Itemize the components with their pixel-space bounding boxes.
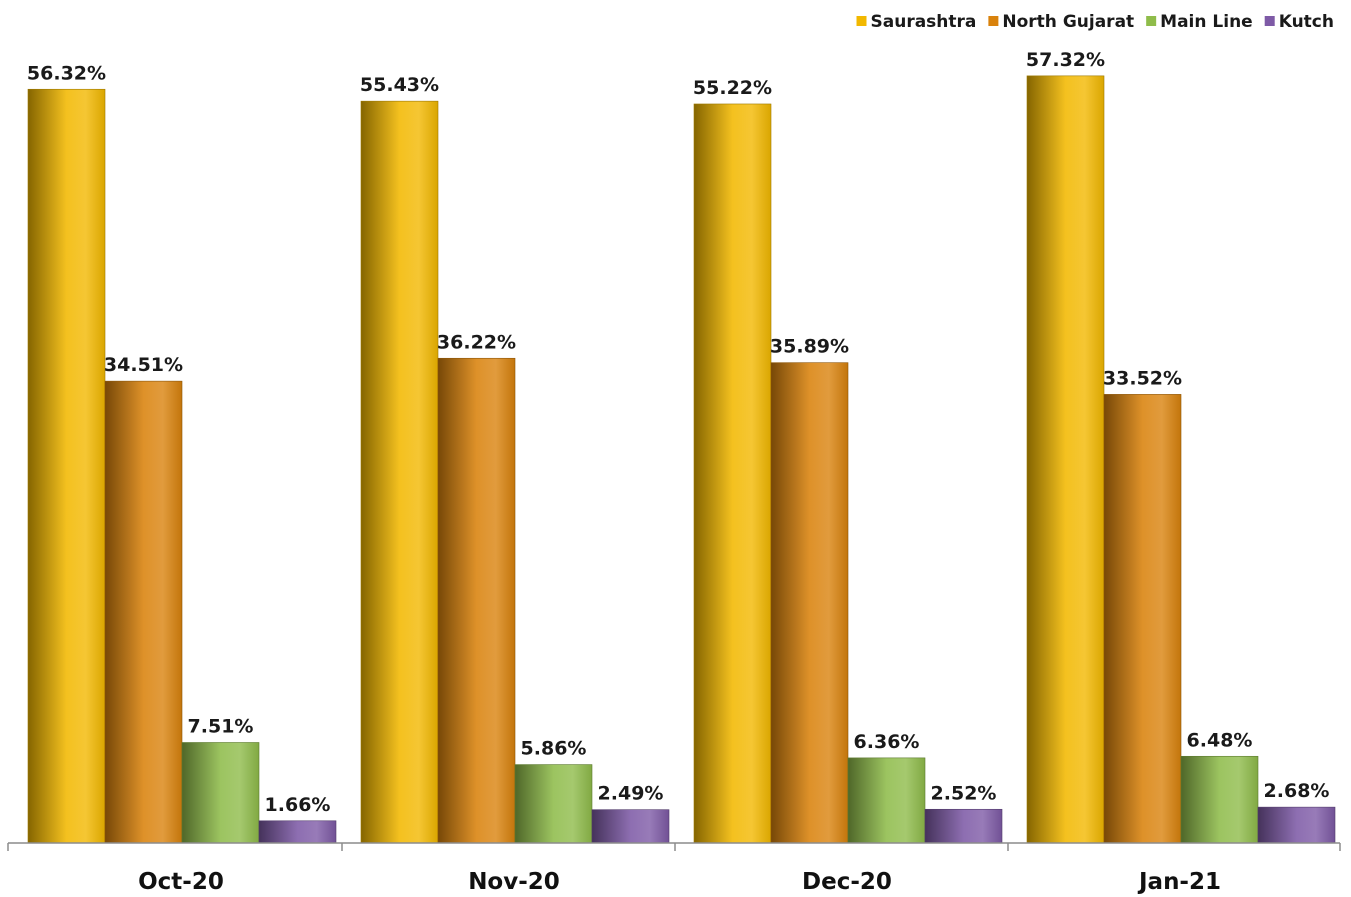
data-label-saurashtra-nov-20: 55.43%: [360, 74, 439, 96]
bar-north-gujarat-oct-20: [104, 380, 183, 844]
data-label-saurashtra-oct-20: 56.32%: [27, 62, 106, 84]
x-tick-label-dec-20: Dec-20: [802, 869, 892, 895]
data-label-main-line-oct-20: 7.51%: [188, 715, 254, 737]
bar-saurashtra-dec-20: [693, 103, 772, 844]
legend-swatch-main-line: [1146, 16, 1157, 26]
bar-main-line-jan-21: [1180, 755, 1259, 844]
legend-label-north-gujarat: North Gujarat: [1002, 12, 1134, 32]
data-label-saurashtra-jan-21: 57.32%: [1026, 49, 1105, 71]
x-tick-label-jan-21: Jan-21: [1137, 869, 1221, 895]
bar-saurashtra-jan-21: [1026, 75, 1105, 844]
bar-kutch-jan-21: [1257, 806, 1336, 844]
bar-kutch-nov-20: [591, 809, 670, 844]
legend-swatch-saurashtra: [856, 16, 867, 26]
data-label-north-gujarat-nov-20: 36.22%: [437, 331, 516, 353]
data-label-main-line-dec-20: 6.36%: [854, 731, 920, 753]
bars: 56.32% 34.51% 7.51% 1.66% 55.43% 36.22% 5.86% 2…: [27, 49, 1336, 844]
bar-main-line-nov-20: [514, 764, 593, 844]
legend-swatch-north-gujarat: [988, 16, 999, 26]
x-tick-label-nov-20: Nov-20: [468, 869, 560, 895]
data-label-north-gujarat-dec-20: 35.89%: [770, 336, 849, 358]
data-label-kutch-nov-20: 2.49%: [598, 783, 664, 805]
legend-label-saurashtra: Saurashtra: [871, 12, 977, 32]
legend-label-main-line: Main Line: [1160, 12, 1253, 32]
bar-saurashtra-nov-20: [360, 100, 439, 844]
legend-item-north-gujarat: North Gujarat: [988, 12, 1134, 32]
data-label-kutch-oct-20: 1.66%: [265, 794, 331, 816]
x-axis: Oct-20 Nov-20 Dec-20 Jan-21: [7, 842, 1341, 895]
data-label-kutch-dec-20: 2.52%: [931, 782, 997, 804]
legend-item-main-line: Main Line: [1146, 12, 1253, 32]
data-label-saurashtra-dec-20: 55.22%: [693, 77, 772, 99]
bar-north-gujarat-dec-20: [770, 362, 849, 844]
bar-kutch-oct-20: [258, 820, 337, 844]
bar-main-line-dec-20: [847, 757, 926, 844]
legend-item-saurashtra: Saurashtra: [856, 12, 977, 32]
data-label-north-gujarat-oct-20: 34.51%: [104, 354, 183, 376]
x-tick-label-oct-20: Oct-20: [138, 869, 224, 895]
bar-kutch-dec-20: [924, 808, 1003, 844]
bar-saurashtra-oct-20: [27, 88, 106, 844]
legend-label-kutch: Kutch: [1279, 12, 1334, 32]
bar-main-line-oct-20: [181, 742, 260, 844]
data-label-north-gujarat-jan-21: 33.52%: [1103, 367, 1182, 389]
data-label-main-line-nov-20: 5.86%: [521, 738, 587, 760]
legend-swatch-kutch: [1264, 16, 1275, 26]
data-label-kutch-jan-21: 2.68%: [1264, 780, 1330, 802]
bar-north-gujarat-jan-21: [1103, 394, 1182, 844]
data-label-main-line-jan-21: 6.48%: [1187, 729, 1253, 751]
legend: Saurashtra North Gujarat Main Line Kutch: [856, 12, 1334, 32]
legend-item-kutch: Kutch: [1264, 12, 1334, 32]
bar-north-gujarat-nov-20: [437, 357, 516, 844]
